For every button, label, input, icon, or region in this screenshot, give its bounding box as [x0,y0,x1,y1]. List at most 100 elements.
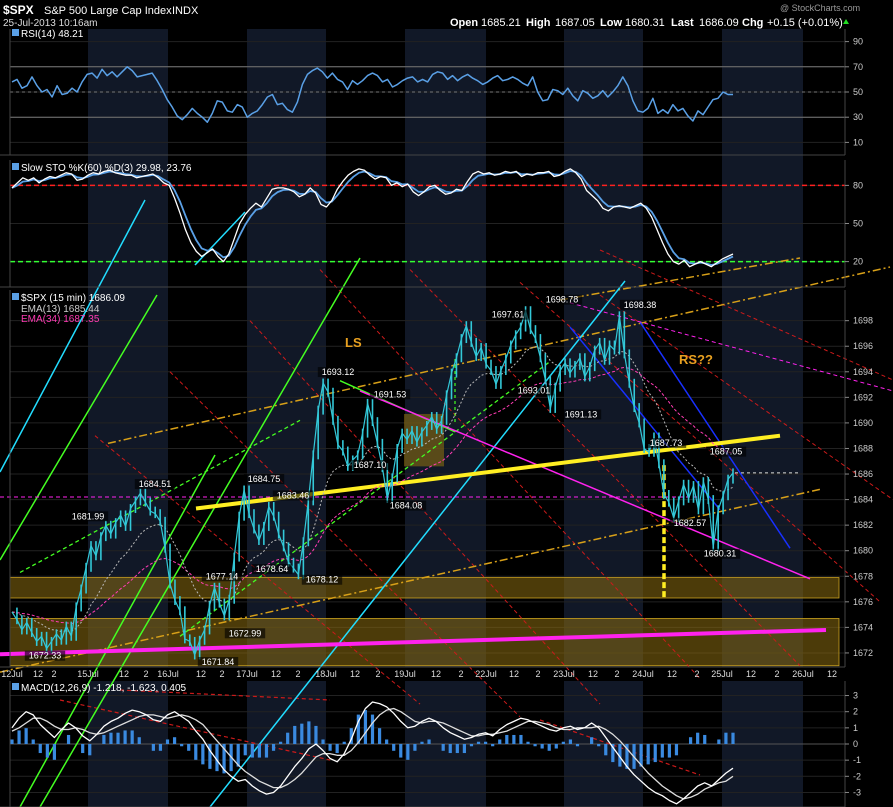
resistance-diagonal [169,371,521,718]
ohlc-readout: Open 1685.21 High 1687.05 Low 1680.31 La… [450,17,849,29]
macd-histogram-bar [590,737,594,744]
x-axis-label: 18Jul [315,669,337,679]
green-uptrend-line [19,454,216,807]
macd-histogram-bar [88,744,92,756]
x-axis-label: 17Jul [236,669,258,679]
cyan-trend-line [194,211,246,266]
macd-histogram-bar [639,744,643,767]
price-y-tick-label: 1698 [853,316,873,326]
price-value-label: 1698.38 [624,300,657,310]
sto-label: Slow STO %K(60) %D(3) 29.98, 23.76 [21,163,192,174]
price-y-tick-label: 1672 [853,648,873,658]
price-label-bg [67,511,109,522]
x-axis-label: 2 [694,669,699,679]
macd-histogram-bar [52,744,57,760]
high-label: High [526,17,551,29]
macd-histogram-bar [271,744,276,751]
macd-histogram-bar [561,741,565,744]
session-band [564,29,643,667]
high-value: 1687.05 [555,17,595,29]
chg-label: Chg [742,17,763,29]
macd-histogram-bar [653,744,657,763]
macd-histogram-bar [300,723,304,744]
x-axis-label: 22Jul [475,669,497,679]
macd-y-tick-label: 1 [853,723,858,733]
price-label-bg [699,548,741,559]
price-label-bg [349,459,391,470]
price-value-label: 1682.57 [674,518,707,528]
x-axis-label: 12 [431,669,441,679]
price-label-bg [385,500,427,511]
sto-y-tick-label: 50 [853,219,863,229]
sto-y-tick-label: 80 [853,180,863,190]
macd-y-tick-label: -1 [853,755,861,765]
ema13-line [11,346,734,633]
price-label-bg [541,294,583,305]
rsi-y-tick-label: 70 [853,62,863,72]
macd-histogram-bar [448,744,452,754]
x-axis-label: 12 [119,669,129,679]
sto-channel-line [559,257,801,301]
cyan-trend-line [0,199,146,473]
x-axis-label: 19Jul [394,669,416,679]
session-band [247,29,326,667]
price-value-label: 1680.31 [704,549,737,559]
macd-histogram-bar [703,734,707,744]
rs-annotation: RS?? [679,352,713,367]
macd-histogram-bar [102,734,106,744]
macd-line [11,701,734,805]
macd-histogram-bar [10,739,14,744]
x-axis-label: 2 [614,669,619,679]
session-band [405,29,486,667]
rsi-y-tick-label: 30 [853,112,863,122]
resistance-diagonal [599,294,893,500]
macd-histogram-bar [406,744,410,760]
macd-legend-swatch [12,683,19,690]
macd-histogram-bar [356,714,360,744]
macd-histogram-bar [498,739,502,744]
macd-label: MACD(12,26,9) -1.218, -1.623, 0.405 [21,683,187,694]
resistance-diagonal [409,269,801,667]
price-value-label: 1671.84 [202,657,235,667]
index-name: S&P 500 Large Cap Index [44,5,172,17]
x-axis-label: 2 [295,669,300,679]
datetime: 25-Jul-2013 10:16am [3,18,98,29]
macd-histogram-bar [540,744,544,749]
price-value-label: 1672.33 [29,651,62,661]
macd-histogram-bar [31,739,35,744]
macd-histogram-bar [236,744,240,767]
ema13-legend: EMA(13) 1685.44 [21,304,100,315]
price-label-bg [224,628,266,639]
price-value-label: 1697.61 [492,310,525,320]
session-bands [88,29,803,807]
rsi-line [11,66,733,123]
blue-down-channel [639,321,791,549]
price-y-tick-label: 1680 [853,546,873,556]
up-arrow-icon [843,19,849,24]
macd-histogram-bar [81,744,85,754]
macd-signal-line [11,707,734,800]
price-label-bg [201,571,243,582]
price-y-tick-label: 1676 [853,597,873,607]
price-label-bg [251,564,293,575]
macd-histogram-bar [279,741,283,744]
price-y-tick-label: 1688 [853,443,873,453]
x-axis-label: 2 [535,669,540,679]
price-label-bg [487,309,529,320]
macd-histogram-bar [696,732,700,744]
macd-histogram-bar [575,744,580,747]
ema34-line [11,366,734,624]
x-axis-label: 12Jul [1,669,23,679]
price-value-label: 1687.10 [354,460,387,470]
magenta-downtrend-line [359,390,811,580]
macd-histogram-bar [172,737,177,744]
macd-histogram-bar [293,725,297,744]
resistance-diagonal [319,269,701,679]
x-axis-label: 2 [458,669,463,679]
ema34-legend: EMA(34) 1687.35 [21,314,100,325]
price-value-label: 1691.53 [374,389,407,399]
macd-histogram-bar [469,744,474,747]
macd-histogram-bar [137,737,141,744]
cyan-trend-line [209,280,626,807]
